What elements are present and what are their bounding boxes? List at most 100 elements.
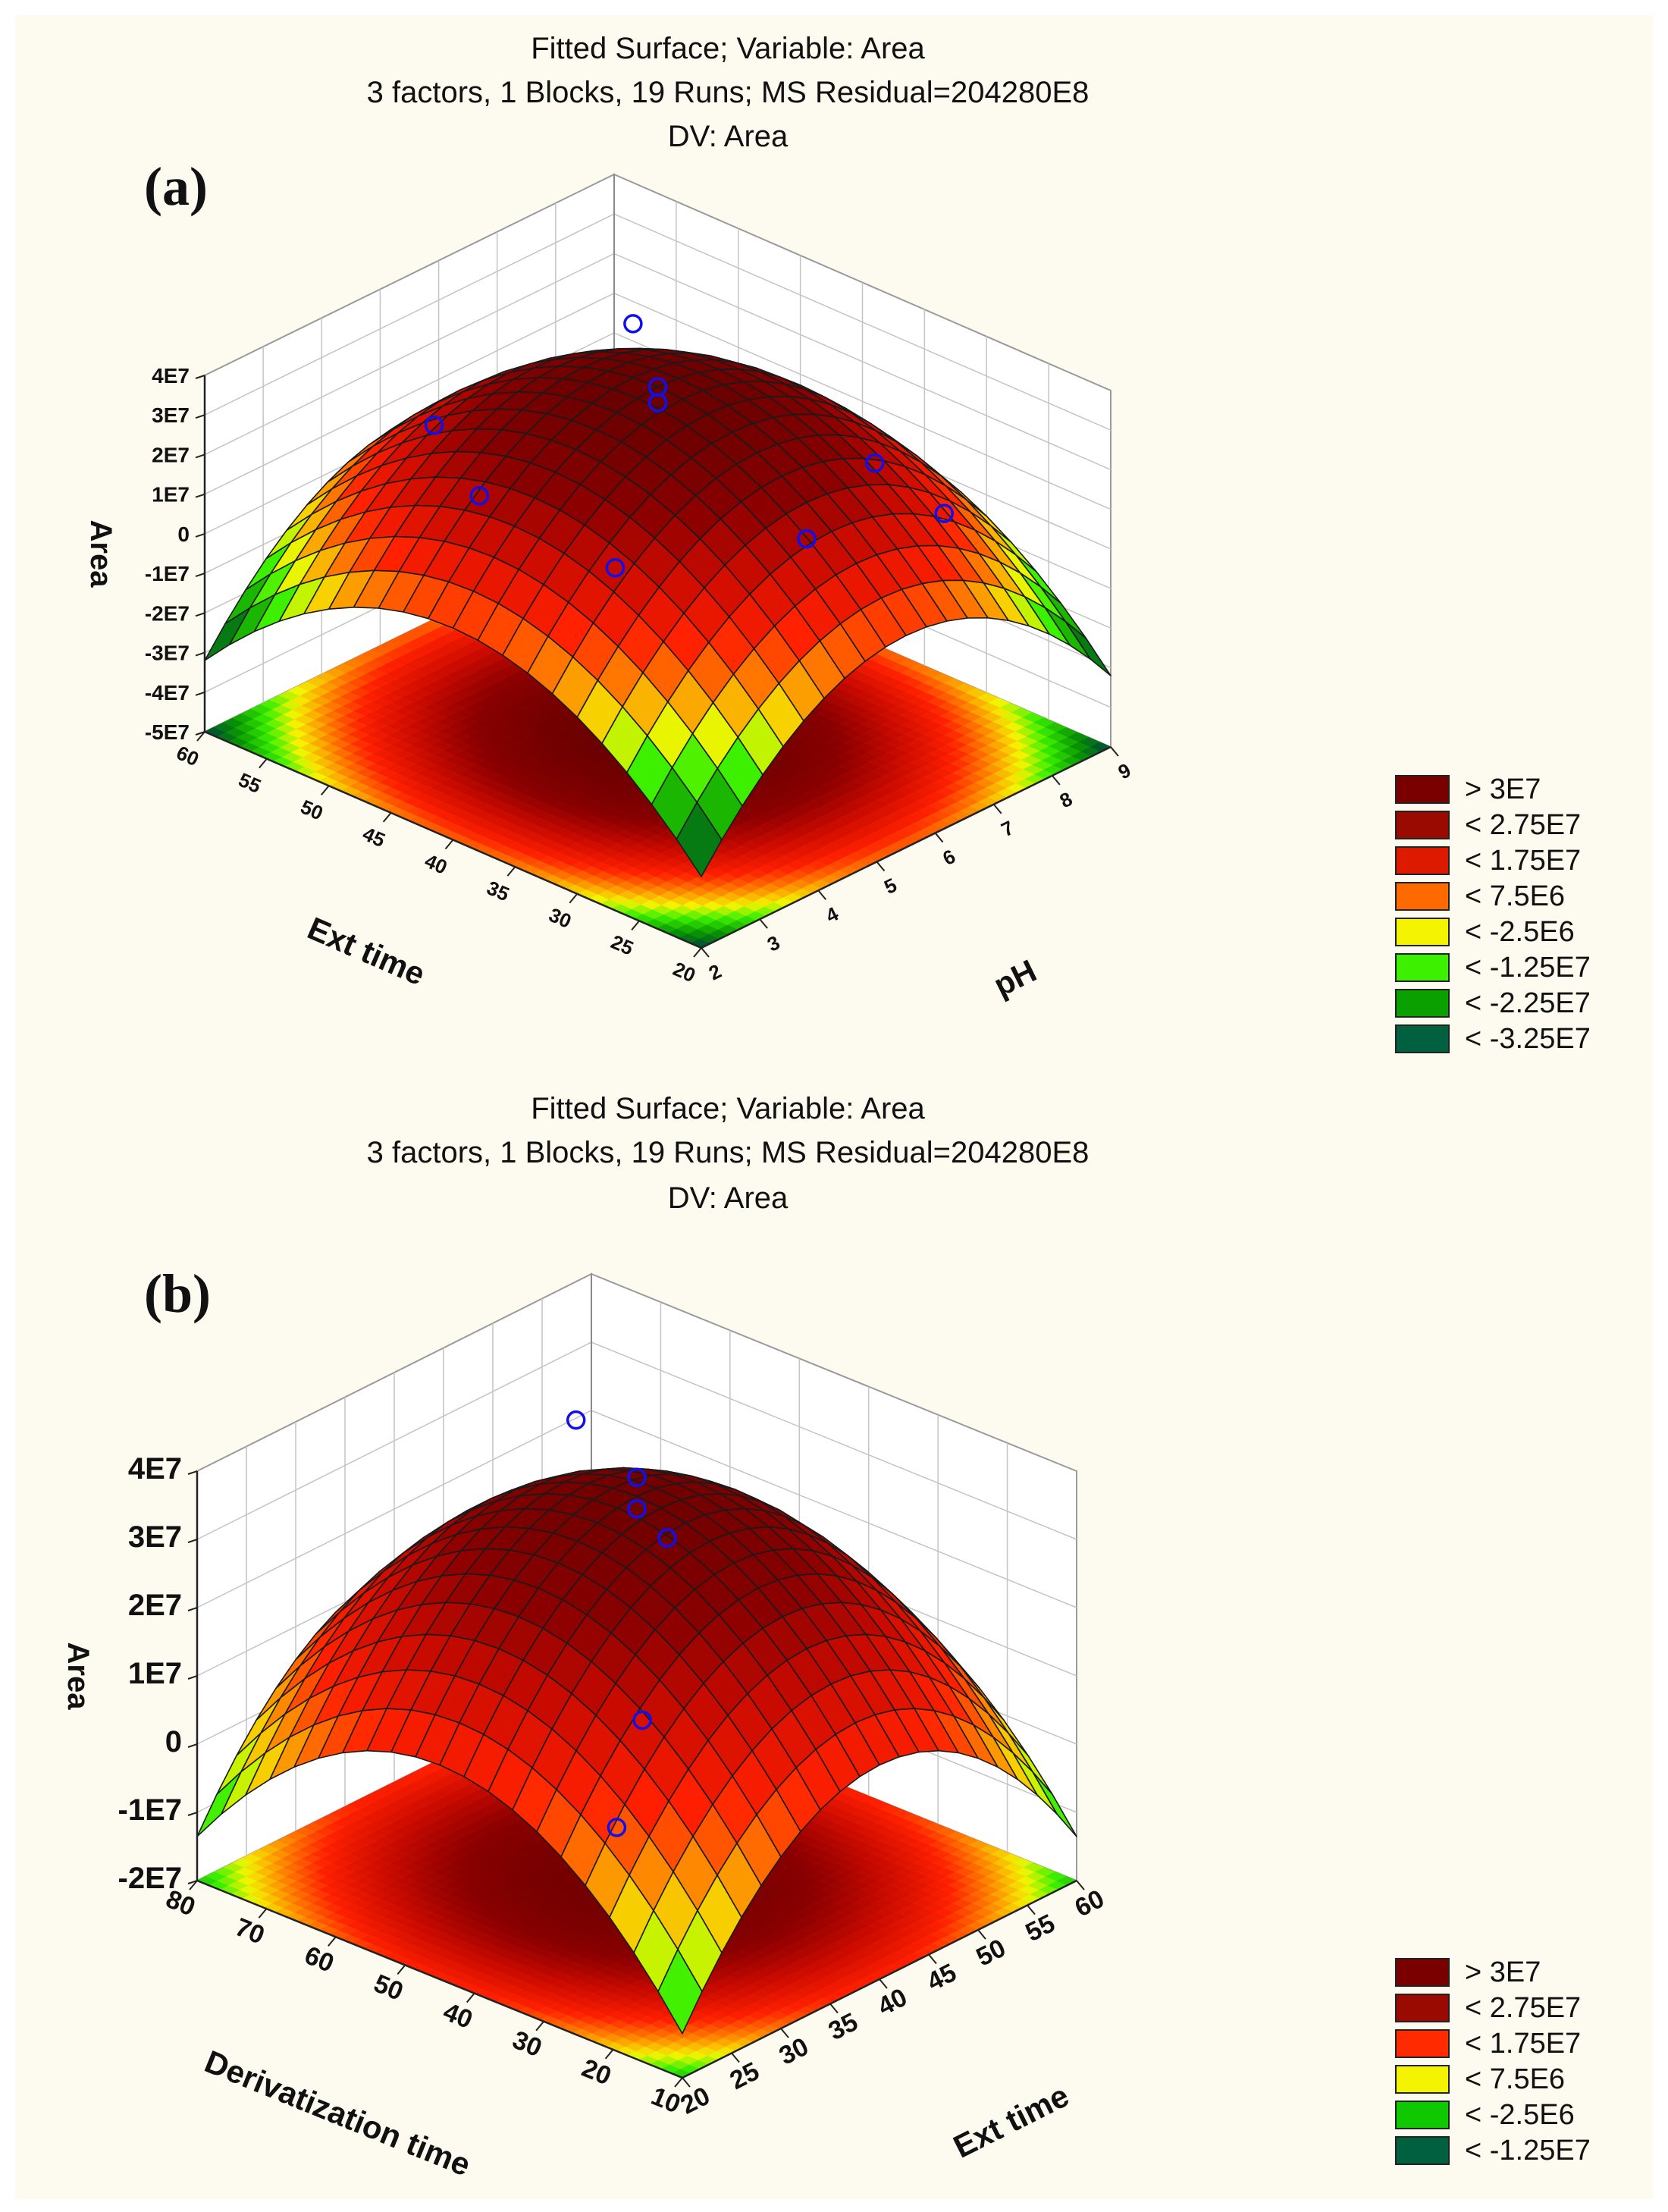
observed-point: [469, 486, 490, 506]
z-tick: [187, 1675, 198, 1680]
legend-swatch: [1395, 811, 1450, 839]
y-tick: [259, 758, 268, 769]
legend-label: < 1.75E7: [1465, 845, 1582, 877]
z-tick: [195, 691, 205, 696]
x-tick: [780, 2028, 789, 2038]
y-tick: [328, 1936, 337, 1947]
chart-title-line-2: 3 factors, 1 Blocks, 19 Runs; MS Residua…: [366, 76, 1090, 109]
z-tick-label: 1E7: [152, 483, 190, 507]
y-tick-label: 20: [669, 957, 698, 987]
z-tick: [195, 414, 205, 419]
legend-label: < -1.25E7: [1465, 952, 1591, 984]
x-tick-label: 5: [880, 874, 900, 899]
z-tick-label: -1E7: [118, 1793, 183, 1827]
z-tick: [187, 1743, 198, 1748]
x-tick: [1110, 746, 1119, 757]
x-tick: [876, 861, 886, 872]
y-tick-label: 35: [484, 876, 513, 905]
y-tick: [397, 1964, 406, 1975]
z-tick: [195, 651, 205, 657]
y-tick-label: 50: [370, 1969, 407, 2006]
x-tick: [682, 2077, 691, 2088]
x-tick-label: 9: [1115, 758, 1134, 783]
y-tick: [196, 731, 205, 742]
y-tick-label: 50: [297, 795, 326, 824]
chart-title-line-1: Fitted Surface; Variable: Area: [531, 1092, 925, 1125]
x-tick: [879, 1978, 888, 1989]
legend-swatch: [1395, 989, 1450, 1018]
y-tick: [466, 1992, 475, 2003]
z-axis-title: Area: [61, 1643, 95, 1711]
observed-point: [605, 558, 626, 578]
z-tick-label: 3E7: [128, 1520, 182, 1554]
z-tick: [187, 1470, 198, 1475]
x-tick-label: 2: [705, 959, 725, 984]
z-tick-label: 0: [165, 1725, 182, 1759]
x-tick-label: 20: [676, 2082, 715, 2120]
z-tick-label: -1E7: [145, 562, 190, 585]
y-tick-label: 30: [509, 2025, 546, 2063]
legend-label: < 7.5E6: [1465, 2063, 1566, 2095]
legend-swatch: [1395, 2065, 1450, 2094]
y-tick: [189, 1880, 198, 1890]
z-tick-label: -2E7: [118, 1862, 183, 1895]
observed-points: [566, 1410, 677, 1837]
surface-patch: [657, 1948, 703, 2035]
x-tick: [977, 1929, 986, 1940]
x-tick: [829, 2003, 839, 2014]
y-tick-label: 60: [300, 1941, 337, 1978]
x-tick-label: 6: [939, 845, 959, 870]
z-tick-label: 0: [177, 522, 190, 546]
surface-plot-b: 4E73E72E71E70-1E7-2E7Area202530354045505…: [61, 1272, 1108, 2183]
observed-point: [657, 1528, 677, 1548]
fitted-surface: [204, 347, 1111, 877]
legend-label: > 3E7: [1465, 1956, 1541, 1988]
panel-label-a: (a): [144, 156, 208, 217]
y-axis-title: Derivatization time: [200, 2044, 476, 2183]
legend-swatch: [1395, 953, 1450, 982]
y-tick: [320, 785, 330, 795]
legend-swatch: [1395, 882, 1450, 911]
observed-point: [632, 1710, 652, 1730]
chart-title-line-1: Fitted Surface; Variable: Area: [531, 32, 925, 65]
y-axis-title: Ext time: [303, 910, 431, 992]
chart-title-line-3: DV: Area: [667, 120, 789, 153]
observed-point: [864, 453, 885, 473]
z-tick: [195, 493, 205, 498]
legend-label: < -2.25E7: [1465, 987, 1591, 1019]
z-tick-label: -3E7: [145, 642, 190, 665]
fitted-surface: [196, 1467, 1077, 2035]
chart-title-line-3: DV: Area: [667, 1181, 789, 1215]
legend-label: < -2.5E6: [1465, 2099, 1575, 2131]
observed-point: [647, 393, 668, 413]
observed-point: [607, 1818, 627, 1837]
legend-label: < -2.5E6: [1465, 916, 1575, 948]
z-tick-label: -2E7: [145, 601, 190, 625]
x-tick: [1076, 1880, 1085, 1890]
legend-label: < -1.25E7: [1465, 2135, 1591, 2167]
observed-points: [424, 314, 954, 578]
z-tick-label: 2E7: [128, 1589, 182, 1622]
z-tick-label: -5E7: [145, 720, 190, 744]
x-tick: [1027, 1904, 1036, 1915]
x-axis-title: pH: [988, 952, 1042, 1003]
legend-label: < 2.75E7: [1465, 1992, 1582, 2024]
y-tick-label: 10: [647, 2082, 684, 2119]
z-tick: [187, 1539, 198, 1543]
legend-label: < -3.25E7: [1465, 1023, 1591, 1055]
x-tick: [1052, 775, 1061, 786]
legend-swatch: [1395, 918, 1450, 946]
chart-panel-b: Fitted Surface; Variable: Area 3 factors…: [15, 1077, 1653, 2199]
z-tick-label: 3E7: [152, 403, 190, 427]
z-tick: [187, 1880, 198, 1884]
x-tick: [731, 2052, 740, 2063]
x-tick-label: 7: [998, 816, 1017, 841]
panel-label-b: (b): [144, 1263, 211, 1324]
x-tick: [701, 947, 710, 958]
legend-swatch: [1395, 1994, 1450, 2022]
y-tick-label: 40: [422, 849, 450, 879]
legend-label: < 7.5E6: [1465, 880, 1566, 912]
x-tick-label: 40: [873, 1983, 912, 2022]
y-tick: [569, 893, 578, 904]
